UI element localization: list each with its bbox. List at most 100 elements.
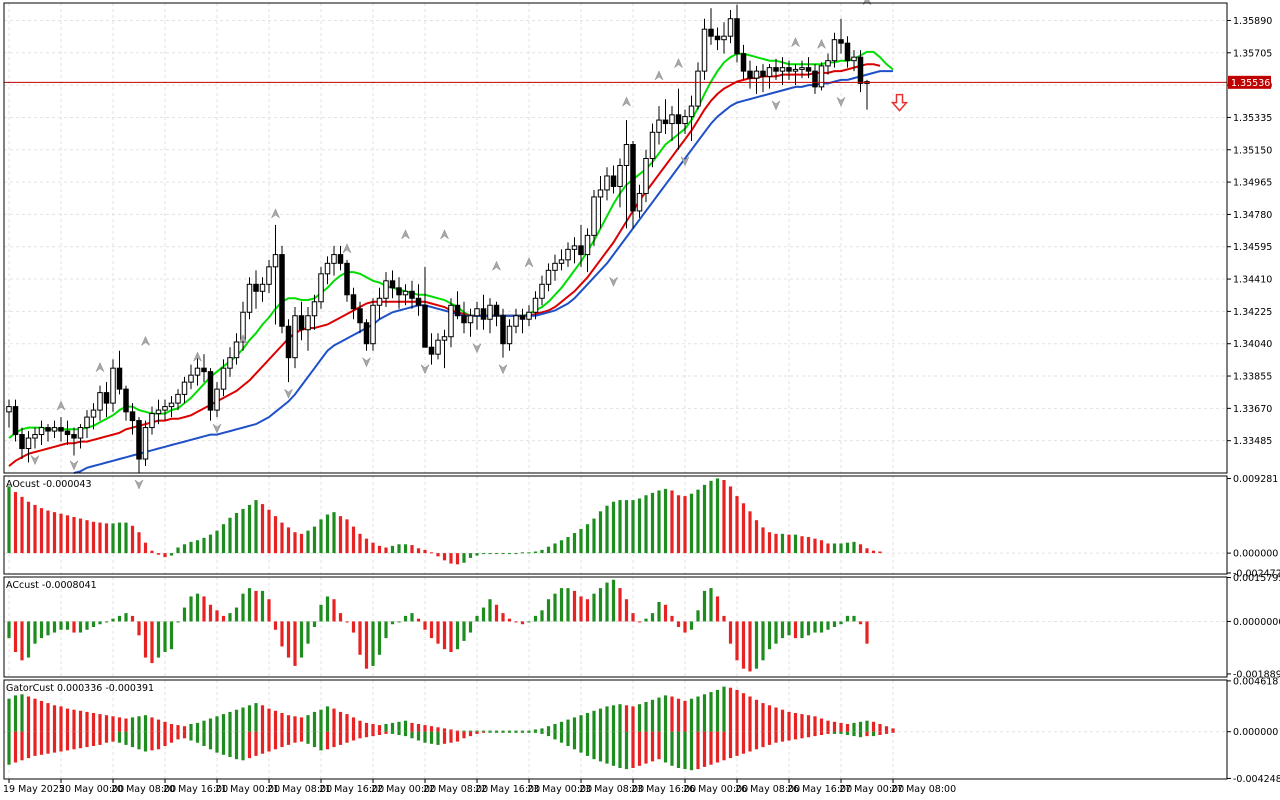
histogram-bar (884, 726, 889, 732)
histogram-bar (182, 544, 187, 554)
histogram-bar (540, 549, 544, 554)
histogram-bar (806, 731, 811, 738)
histogram-bar (364, 722, 369, 732)
histogram-bar (319, 731, 323, 751)
candle-body (298, 315, 305, 331)
histogram-bar (124, 718, 128, 732)
histogram-bar (845, 724, 850, 732)
histogram-bar (111, 523, 115, 554)
candle (656, 106, 662, 145)
current-price-tag: 1.35536 (1228, 75, 1271, 89)
histogram-bar (423, 549, 427, 554)
candle (513, 308, 519, 334)
histogram-bar (826, 720, 830, 732)
gator-pane[interactable]: GatorCust 0.000336 -0.000391 (6, 683, 895, 771)
histogram-bar (553, 543, 557, 554)
candle (558, 249, 565, 271)
histogram-bar (507, 731, 512, 733)
histogram-bar (195, 722, 200, 732)
candle (409, 280, 415, 309)
histogram-bar (468, 621, 473, 633)
histogram-bar (780, 709, 785, 732)
pane-frame-ac (3, 576, 1228, 678)
candle (12, 399, 19, 442)
ac-pane[interactable]: ACcust -0.0008041 (6, 579, 869, 672)
histogram-bar (722, 731, 726, 761)
histogram-bar (176, 547, 180, 554)
histogram-bar (670, 731, 674, 766)
histogram-bar (364, 731, 369, 738)
histogram-bar (436, 553, 440, 557)
candle (175, 389, 181, 411)
histogram-bar (839, 543, 843, 554)
histogram-bar (286, 527, 291, 554)
histogram-bar (7, 486, 11, 554)
candle-body (604, 175, 610, 191)
histogram-bar (650, 613, 655, 622)
histogram-bar (663, 488, 668, 554)
histogram-bar (585, 731, 590, 756)
histogram-bar (858, 621, 863, 625)
histogram-bar (137, 716, 141, 732)
candle-body (461, 315, 467, 324)
histogram-bar (306, 731, 310, 744)
fractal-down-icon (134, 479, 144, 490)
histogram-bar (234, 731, 239, 760)
histogram-bar (709, 692, 713, 732)
histogram-bar (553, 724, 557, 732)
histogram-bar (553, 731, 557, 740)
candle (695, 62, 701, 110)
candle-body (799, 67, 805, 70)
candle (402, 284, 409, 306)
candle (220, 359, 227, 397)
histogram-bar (735, 731, 739, 756)
histogram-bar (26, 731, 31, 759)
histogram-bar (728, 621, 733, 644)
candle-body (136, 420, 142, 460)
histogram-bar (852, 731, 856, 737)
candle (266, 259, 272, 294)
histogram-bar (715, 689, 720, 732)
candle-body (688, 105, 695, 118)
histogram-bar (891, 728, 895, 732)
histogram-bar (345, 731, 349, 743)
histogram-bar (598, 511, 603, 554)
histogram-bar (546, 731, 551, 737)
histogram-bar (832, 721, 837, 732)
pane-frame-ao (3, 475, 1228, 575)
histogram-bar (254, 731, 258, 756)
candle-body (773, 67, 779, 72)
candle-body (656, 119, 662, 133)
candle (630, 141, 636, 229)
y-tick-label: 0.000000 (1233, 727, 1278, 738)
candle (136, 417, 142, 473)
candle (97, 385, 103, 421)
histogram-bar (423, 725, 427, 732)
histogram-bar (605, 582, 609, 622)
histogram-bar (748, 511, 752, 554)
histogram-bar (345, 519, 349, 554)
candle-body (779, 67, 786, 72)
histogram-bar (78, 731, 83, 749)
histogram-bar (156, 719, 161, 732)
histogram-bar (397, 621, 401, 623)
histogram-bar (423, 621, 427, 630)
histogram-bar (143, 731, 148, 752)
histogram-bar (813, 621, 817, 633)
candle (604, 167, 610, 201)
price-pane[interactable] (4, 0, 1227, 490)
histogram-bar (592, 731, 596, 760)
histogram-bar (299, 731, 304, 742)
histogram-bar (663, 695, 668, 732)
candle (259, 277, 266, 302)
y-tick-label: 1.34410 (1233, 275, 1272, 286)
candle-body (428, 346, 435, 355)
histogram-bar (33, 731, 37, 756)
histogram-bar (221, 615, 226, 622)
ao-pane[interactable]: AOcust -0.000043 (6, 478, 882, 565)
histogram-bar (722, 480, 726, 554)
candle (64, 420, 71, 446)
candle (747, 60, 753, 89)
histogram-bar (657, 697, 661, 732)
